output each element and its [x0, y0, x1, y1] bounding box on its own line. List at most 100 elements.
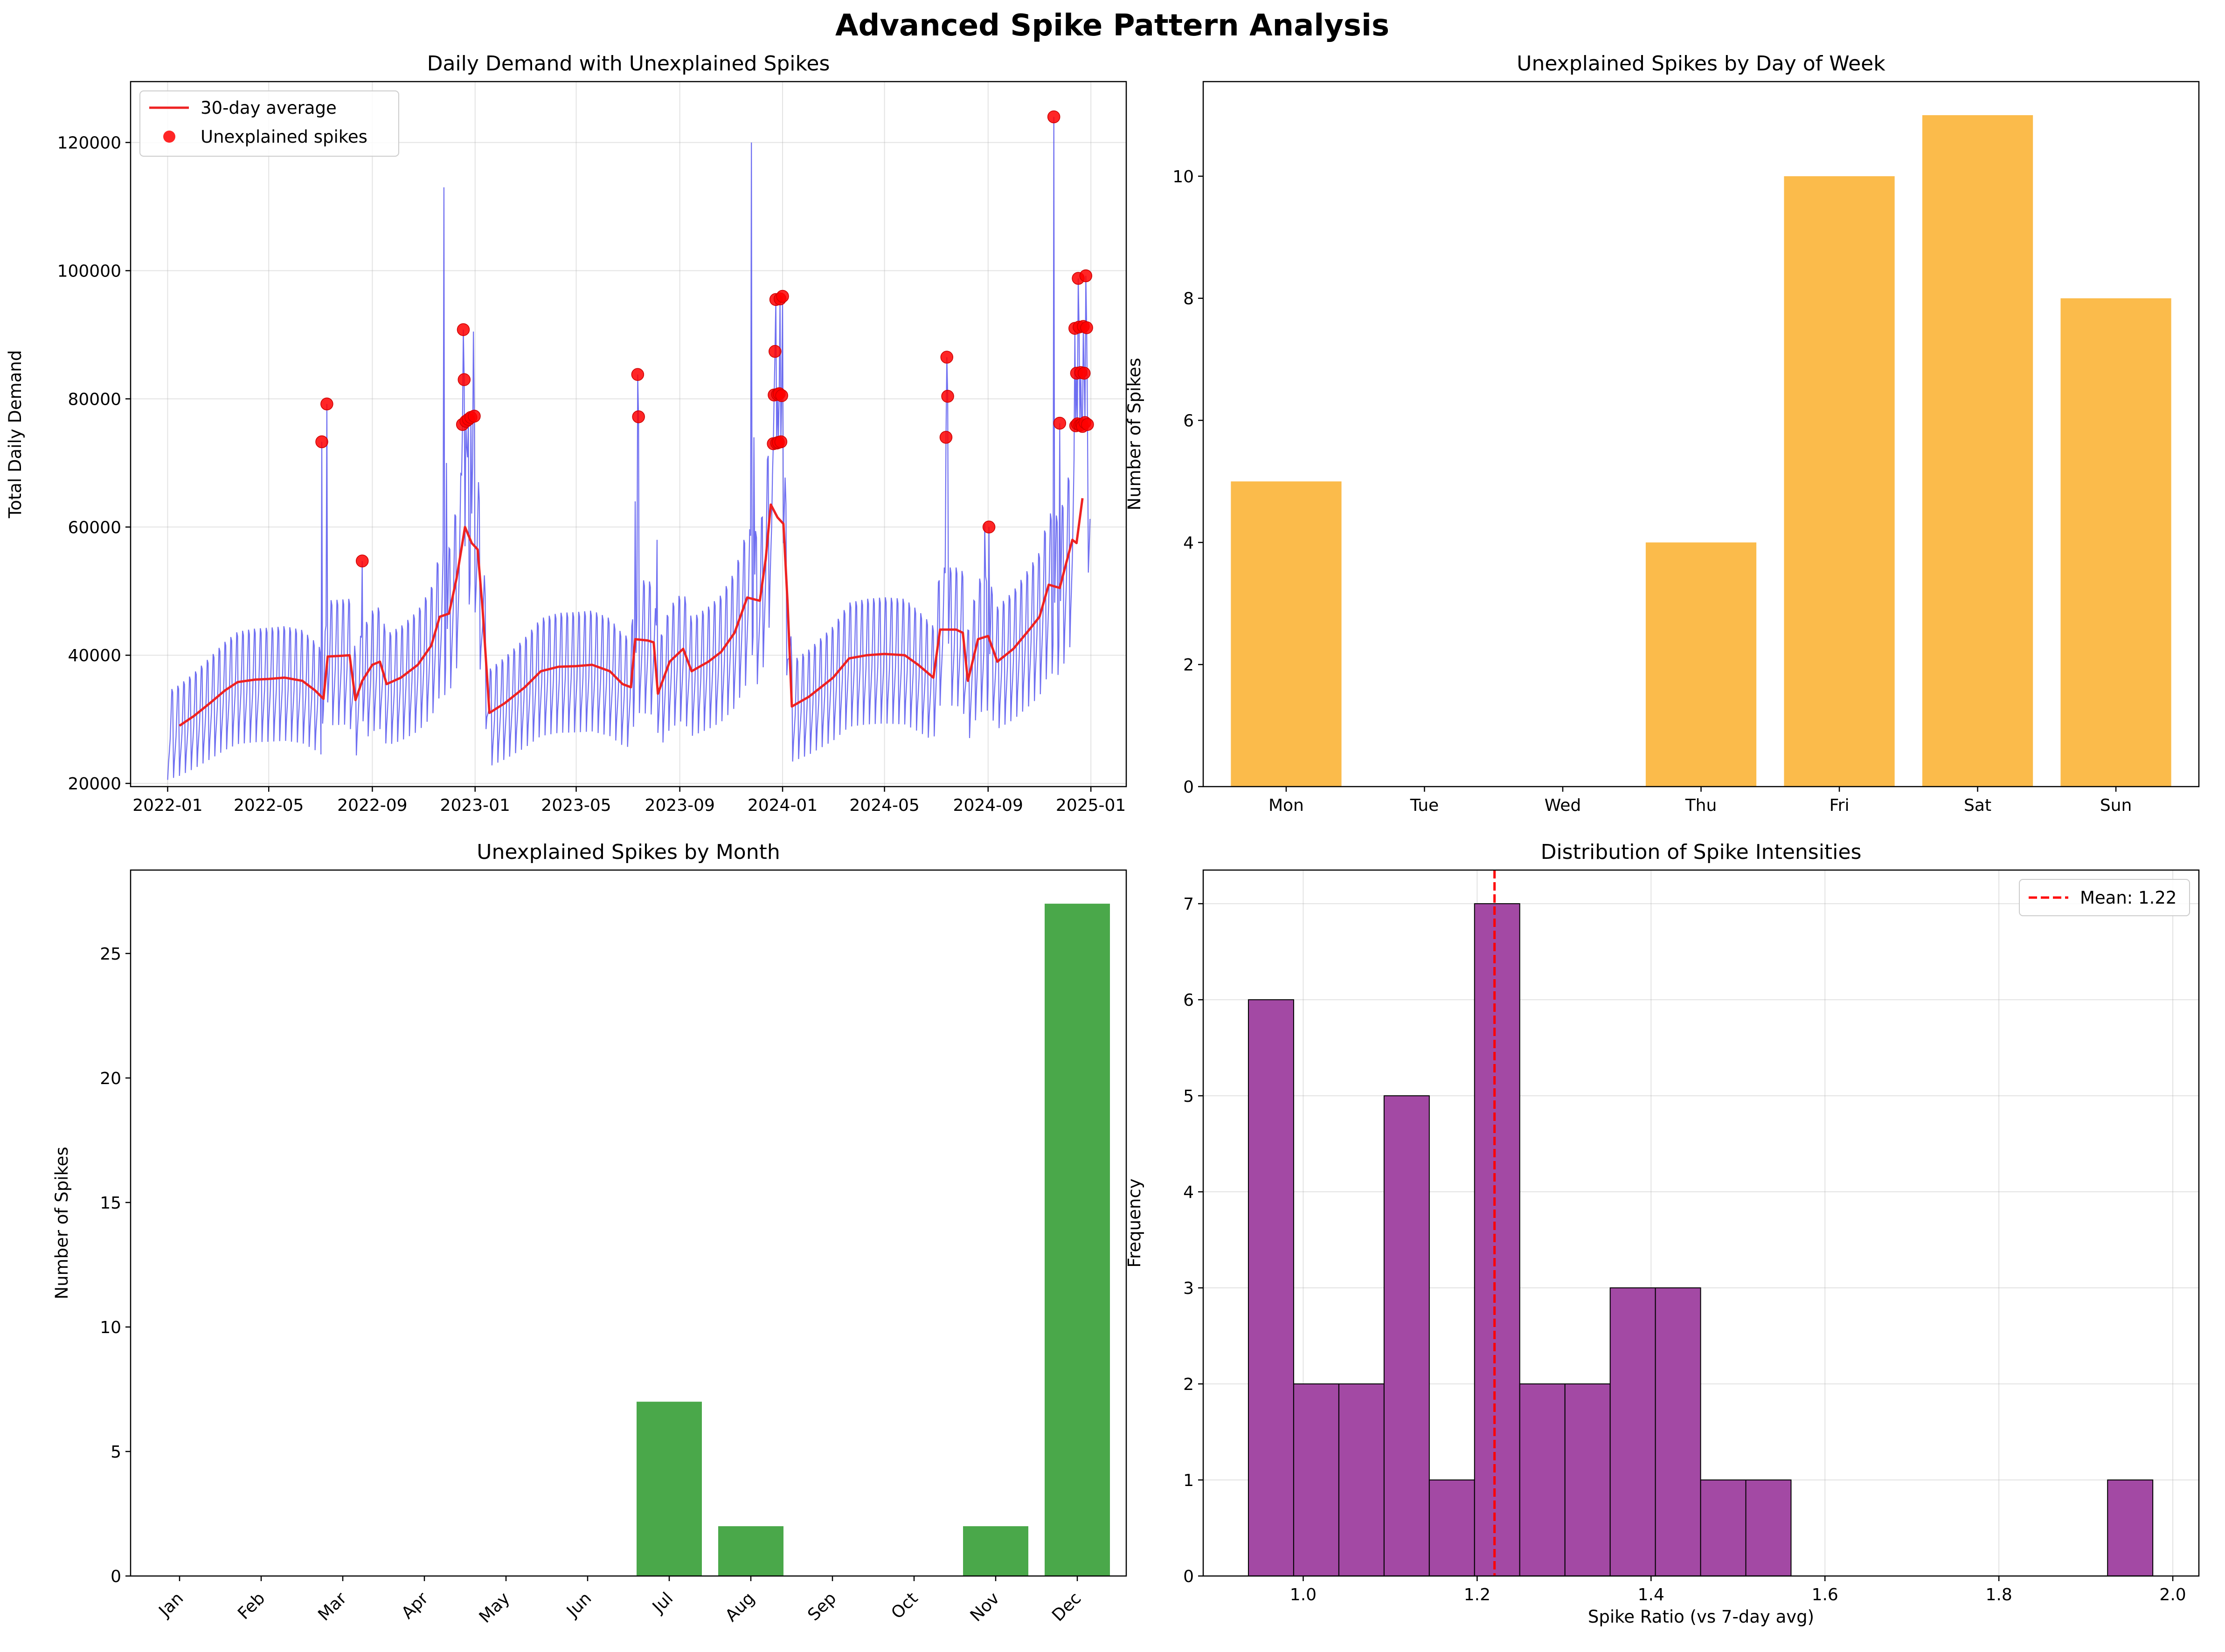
- y-tick-label: 120000: [57, 134, 121, 153]
- y-tick-label: 25: [100, 945, 121, 964]
- axes-frame: [1202, 869, 2200, 1577]
- x-tick-label: 2023-01: [440, 796, 510, 815]
- y-tick-label: 2: [1183, 656, 1194, 675]
- x-tick-label: Thu: [1685, 796, 1717, 815]
- x-tick-label: 2022-05: [234, 796, 304, 815]
- spike-marker: [468, 409, 481, 423]
- spike-marker: [631, 368, 645, 381]
- y-tick-label: 2: [1183, 1375, 1194, 1394]
- histogram-bar: [1338, 1383, 1385, 1576]
- y-tick-label: 4: [1183, 533, 1194, 553]
- x-tick-label: 2.0: [2159, 1585, 2186, 1604]
- y-tick-label: 1: [1183, 1471, 1194, 1490]
- y-tick-label: 0: [1183, 778, 1194, 797]
- y-tick-label: 100000: [57, 262, 121, 281]
- axes-frame: [1202, 81, 2200, 788]
- spike-marker: [632, 410, 645, 423]
- panel-title: Unexplained Spikes by Day of Week: [1517, 52, 1885, 76]
- x-tick-label: Feb: [234, 1589, 269, 1623]
- spike-marker: [1079, 269, 1093, 283]
- y-tick-label: 10: [100, 1318, 121, 1337]
- spike-marker: [939, 431, 953, 444]
- spike-marker: [355, 554, 369, 567]
- y-tick-label: 3: [1183, 1279, 1194, 1298]
- y-axis-label: Number of Spikes: [1124, 358, 1144, 510]
- x-tick-label: 2022-01: [132, 796, 202, 815]
- spike-marker: [769, 345, 782, 358]
- spike-marker: [774, 435, 788, 449]
- x-tick-label: 1.4: [1638, 1585, 1664, 1604]
- bar: [1045, 904, 1110, 1576]
- histogram-bar: [2107, 1479, 2154, 1577]
- bar: [637, 1402, 702, 1576]
- x-tick-label: Sat: [1964, 796, 1991, 815]
- spike-marker: [1080, 321, 1093, 334]
- x-tick-label: Jul: [648, 1589, 677, 1617]
- histogram-panel: 0 1 2 3 4 5 6 7 1.0 1.2 1.4 1.6 1.8 2.0 Distribution o…: [1124, 840, 2200, 1627]
- spike-marker: [982, 520, 996, 534]
- bar: [963, 1526, 1028, 1576]
- legend: Mean: 1.22: [2019, 879, 2190, 916]
- x-tick-label: 2024-01: [748, 796, 818, 815]
- y-tick-label: 5: [111, 1443, 121, 1462]
- x-tick-label: Aug: [722, 1589, 759, 1625]
- legend-label: 30-day average: [201, 98, 337, 118]
- histogram-bar: [1564, 1383, 1611, 1576]
- histogram-bar: [1474, 903, 1520, 1576]
- x-tick-label: 2024-09: [953, 796, 1023, 815]
- y-axis-label: Frequency: [1124, 1178, 1144, 1267]
- spike-marker: [457, 323, 470, 336]
- spike-marker: [1077, 366, 1091, 380]
- histogram-bar: [1745, 1479, 1792, 1577]
- x-tick-label: Dec: [1048, 1589, 1085, 1625]
- x-tick-label: 1.0: [1290, 1585, 1317, 1604]
- y-tick-label: 8: [1183, 290, 1194, 309]
- spike-marker: [320, 397, 333, 411]
- x-tick-label: Fri: [1830, 796, 1850, 815]
- y-tick-label: 0: [111, 1567, 121, 1586]
- bar: [1645, 542, 1757, 787]
- legend: 30-day average Unexplained spikes: [139, 90, 399, 157]
- x-tick-label: Jan: [155, 1589, 187, 1621]
- y-tick-label: 20: [100, 1069, 121, 1088]
- x-tick-label: 2022-09: [337, 796, 407, 815]
- y-axis-label: Number of Spikes: [52, 1147, 72, 1299]
- y-tick-label: 80000: [68, 390, 121, 409]
- y-tick-label: 0: [1183, 1567, 1194, 1586]
- x-tick-label: May: [476, 1589, 514, 1627]
- bar: [2060, 298, 2171, 787]
- bar: [1784, 176, 1895, 787]
- spike-marker: [1047, 110, 1061, 124]
- day-of-week-panel: 0 2 4 6 8 10 Mon Tue Wed Thu Fri Sat Sun Unexplained …: [1124, 52, 2200, 815]
- y-tick-label: 5: [1183, 1087, 1194, 1106]
- x-tick-label: Apr: [398, 1589, 432, 1623]
- spike-marker: [775, 389, 788, 402]
- x-tick-label: Wed: [1545, 796, 1581, 815]
- average-line: [179, 498, 1084, 727]
- histogram-bar: [1609, 1287, 1656, 1576]
- x-tick-label: Oct: [887, 1589, 922, 1623]
- x-axis-label: Spike Ratio (vs 7-day avg): [1588, 1607, 1814, 1627]
- histogram-bar: [1383, 1095, 1430, 1577]
- x-tick-label: 1.2: [1464, 1585, 1490, 1604]
- y-axis-label: Total Daily Demand: [5, 350, 25, 518]
- axes-frame: [130, 869, 1127, 1577]
- legend-box: [2019, 879, 2190, 916]
- y-tick-label: 15: [100, 1194, 121, 1213]
- y-tick-label: 6: [1183, 412, 1194, 431]
- bar: [1231, 481, 1342, 787]
- legend-marker-swatch: [163, 131, 175, 143]
- spike-marker: [941, 390, 954, 403]
- legend-label: Mean: 1.22: [2080, 888, 2176, 908]
- x-tick-label: Mon: [1268, 796, 1304, 815]
- spike-marker: [457, 373, 471, 386]
- y-tick-label: 6: [1183, 991, 1194, 1010]
- x-tick-label: Mar: [314, 1589, 350, 1624]
- legend-label: Unexplained spikes: [201, 127, 367, 147]
- histogram-bar: [1428, 1479, 1475, 1577]
- x-tick-label: 2025-01: [1056, 796, 1126, 815]
- spike-marker: [776, 290, 789, 303]
- y-tick-label: 10: [1172, 167, 1194, 187]
- histogram-bar: [1700, 1479, 1747, 1577]
